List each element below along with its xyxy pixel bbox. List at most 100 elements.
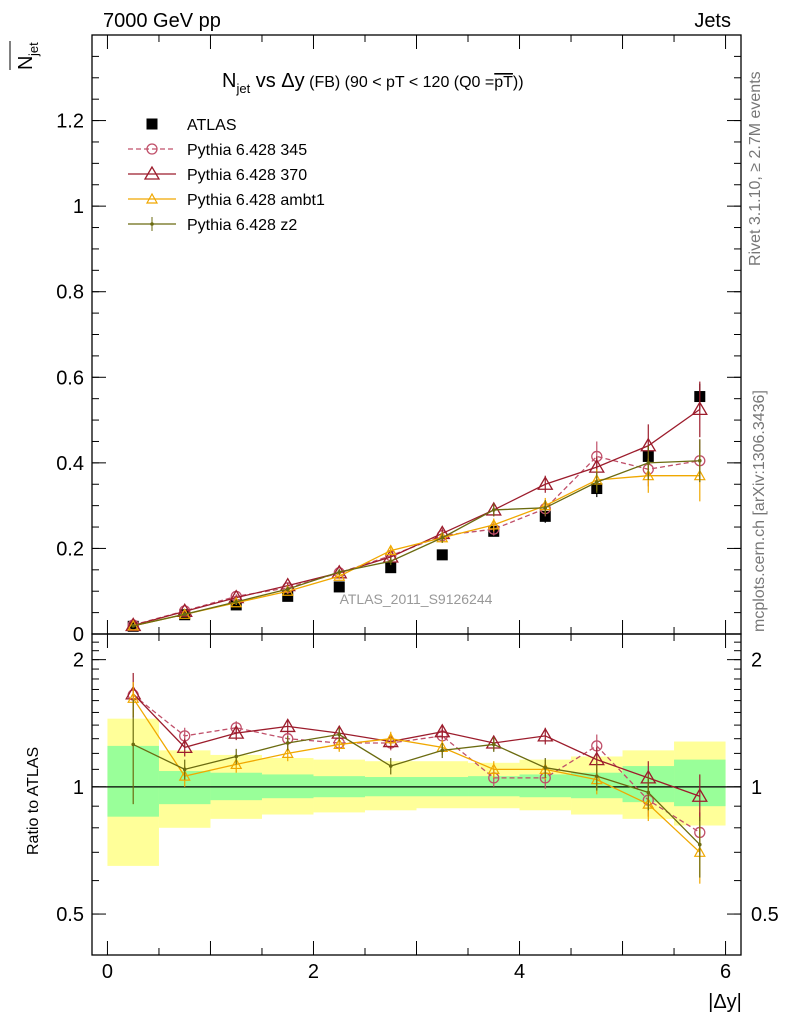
- ratio-3-series: [131, 699, 702, 878]
- ratio-2-point: [333, 738, 346, 750]
- main-ytick-label: 1.2: [56, 111, 84, 133]
- ratio-3-line: [132, 733, 701, 846]
- main-title-close: )): [513, 74, 524, 91]
- main-4-point: [646, 461, 651, 465]
- ratio-3-point: [182, 767, 187, 772]
- ratio-2-line: [132, 697, 701, 853]
- ratio-1-point: [228, 724, 245, 739]
- main-1-line: [133, 455, 700, 626]
- main-title: Njet vs Δy (FB) (90 < pT < 120 (Q0 =pT)): [222, 70, 524, 96]
- legend-label: Pythia 6.428 z2: [187, 217, 297, 234]
- main-ytick-label: 0.4: [56, 453, 84, 475]
- main-plot: 0 0.2 0.4 0.6 0.8 1 1.2: [56, 34, 742, 646]
- main-2-point: [176, 603, 193, 617]
- main-title-n: N: [222, 70, 236, 92]
- ratio-1-point: [537, 727, 554, 742]
- main-ytick-label: 0.2: [56, 538, 84, 560]
- main-4-point: [182, 612, 187, 617]
- main-3-point: [333, 570, 346, 581]
- ratio-3-point: [543, 765, 548, 770]
- legend-label: Pythia 6.428 ambt1: [187, 192, 325, 209]
- main-0-point: [282, 590, 294, 602]
- ratio-2-point: [230, 758, 243, 770]
- ratio-1-point: [434, 723, 451, 738]
- watermark: ATLAS_2011_S9126244: [340, 591, 493, 607]
- legend-marker: [145, 192, 159, 204]
- ratio-1-point: [691, 787, 708, 802]
- ratio-2-point: [178, 769, 191, 781]
- ratio-3-point: [697, 842, 702, 847]
- main-title-sub: jet: [235, 81, 250, 96]
- main-4-series: [131, 439, 702, 628]
- main-4-point: [131, 624, 136, 628]
- main-3-point: [487, 518, 500, 530]
- ratio-ytick-label: 1: [73, 777, 84, 799]
- main-title-paren: (FB) (90 < pT < 120 (Q0 =: [305, 74, 495, 91]
- legend-marker: [146, 118, 158, 130]
- main-4-point: [388, 559, 393, 564]
- legend-marker: [150, 222, 154, 226]
- ratio-2-point: [281, 747, 294, 758]
- ratio-1-point: [176, 739, 193, 754]
- legend-label: Pythia 6.428 345: [187, 142, 307, 159]
- main-0-point: [333, 581, 345, 593]
- side-mcplots: mcplots.cern.ch [arXiv:1306.3436]: [751, 390, 768, 632]
- legend-marker: [146, 143, 158, 155]
- main-4-point: [234, 600, 239, 604]
- main-0-point: [385, 562, 397, 574]
- legend-item: ATLAS: [146, 117, 237, 134]
- main-3-point: [384, 544, 397, 556]
- ratio-ytick-label-right: 0.5: [751, 904, 779, 926]
- header-left: 7000 GeV pp: [103, 10, 221, 32]
- main-title-vs: vs Δy: [250, 70, 304, 92]
- main-4-point: [491, 508, 496, 512]
- ratio-1-line: [132, 693, 701, 797]
- xtick-label: 0: [102, 961, 113, 983]
- main-4-point: [543, 505, 548, 510]
- xtick-label: 4: [514, 961, 525, 983]
- ratio-3-point: [594, 774, 599, 778]
- ratio-ylabel: Ratio to ATLAS: [25, 747, 42, 855]
- main-4-point: [337, 570, 342, 574]
- main-3-point: [281, 584, 294, 596]
- ratio-2-point: [384, 732, 397, 744]
- xtick-label: 6: [720, 961, 731, 983]
- legend: ATLAS Pythia 6.428 345 Pythia 6.428 370 Pyt…: [128, 117, 325, 234]
- header-right: Jets: [694, 10, 731, 32]
- main-ytick-label: 0: [73, 624, 84, 646]
- main-ytick-label: 0.8: [56, 282, 84, 304]
- main-4-line: [133, 460, 700, 627]
- legend-label: Pythia 6.428 370: [187, 167, 307, 184]
- legend-item: Pythia 6.428 370: [128, 165, 307, 184]
- ratio-1-point: [279, 718, 296, 733]
- xlabel: |Δy|: [708, 991, 742, 1013]
- ratio-3-point: [234, 754, 239, 759]
- ratio-3-point: [440, 748, 445, 753]
- main-0-point: [436, 549, 448, 561]
- xtick-label: 2: [308, 961, 319, 983]
- legend-marker: [143, 165, 161, 180]
- main-ylabel: N jet: [9, 41, 41, 70]
- main-ytick-label: 0.6: [56, 367, 84, 389]
- main-4-point: [697, 458, 702, 463]
- ratio-ytick-label: 2: [73, 650, 84, 672]
- legend-label: ATLAS: [187, 117, 237, 134]
- main-ytick-label: 1: [73, 196, 84, 218]
- main-ylabel-sub: jet: [26, 42, 41, 57]
- legend-item: Pythia 6.428 z2: [128, 217, 297, 234]
- ratio-2-point: [487, 763, 500, 774]
- ratio-ytick-label-right: 2: [751, 650, 762, 672]
- ratio-ytick-label-right: 1: [751, 777, 762, 799]
- ratio-3-point: [491, 742, 496, 747]
- legend-item: Pythia 6.428 345: [128, 142, 307, 159]
- ratio-0-line: [132, 694, 701, 833]
- ratio-3-point: [285, 741, 290, 745]
- main-title-pt: pT: [494, 74, 513, 91]
- side-rivet: Rivet 3.1.10, ≥ 2.7M events: [747, 71, 764, 266]
- main-2-point: [691, 401, 708, 416]
- ratio-3-point: [131, 742, 136, 747]
- ratio-ytick-label: 0.5: [56, 904, 84, 926]
- main-4-point: [285, 587, 290, 591]
- main-ylabel-n: N: [15, 56, 37, 70]
